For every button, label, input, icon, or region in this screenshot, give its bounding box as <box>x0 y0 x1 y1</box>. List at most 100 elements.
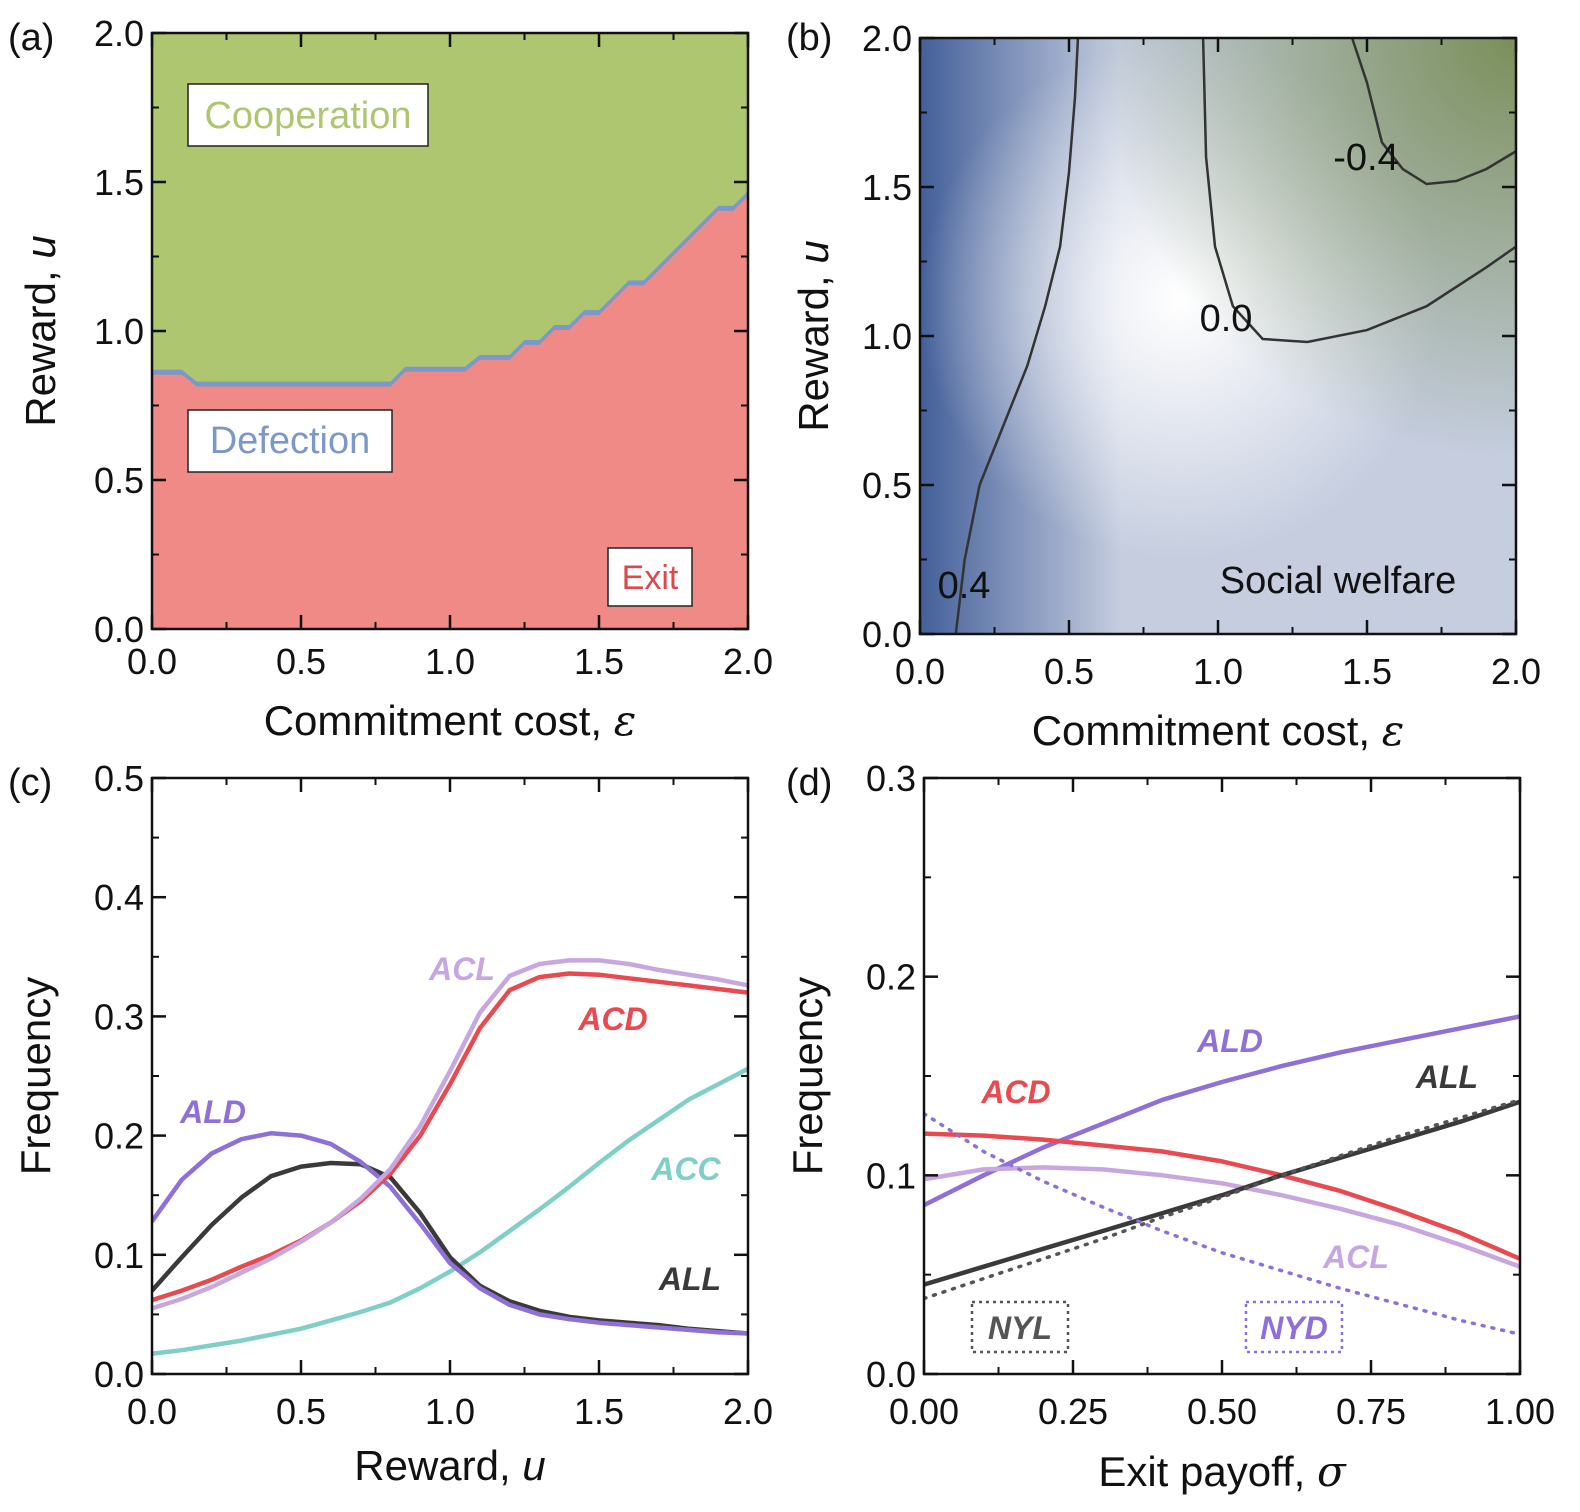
panel-b-y-tick-label: 0.0 <box>862 614 912 655</box>
defection-label-box <box>187 409 393 473</box>
panel-b-x-tick-label: 2.0 <box>1491 651 1541 692</box>
panel-b-ticks: 0.0 0.5 1.0 1.5 2.0 0.0 0.5 1.0 1.5 2.0 <box>862 18 1541 692</box>
panel-a-ticks: 0.0 0.5 1.0 1.5 2.0 0.0 0.5 1.0 1.5 2.0 <box>94 13 773 682</box>
panel-d-y-tick-label: 0.1 <box>866 1155 916 1196</box>
series-line-all <box>152 1160 748 1336</box>
cooperation-label: Cooperation <box>204 95 411 137</box>
series-label-nyl: NYL <box>988 1310 1052 1346</box>
panel-b-x-tick-label: 0.0 <box>895 651 945 692</box>
series-line-ald <box>924 1014 1520 1208</box>
panel-c-y-tick-label: 0.4 <box>94 877 144 918</box>
panel-b-y-tick-label: 1.0 <box>862 316 912 357</box>
panel-d-x-axis-title: Exit payoff, σ <box>1098 1447 1347 1496</box>
panel-a-letter: (a) <box>8 17 54 59</box>
series-line-acl <box>924 1165 1520 1269</box>
heatmap-title: Social welfare <box>1220 560 1457 602</box>
series-line-acl <box>152 958 748 1311</box>
panel-b-x-tick-label: 0.5 <box>1044 651 1094 692</box>
series-label-ald: ALD <box>1196 1023 1263 1059</box>
panel-a-x-tick-label: 1.0 <box>425 641 475 682</box>
panel-a-x-axis-title: Commitment cost, ε <box>264 696 637 745</box>
panel-d: (d) 0.00 0.25 0.50 0.75 1.00 0.0 0.1 0.2 0.3 ALD… <box>784 758 1555 1496</box>
panel-a-y-axis-title: Reward, u <box>17 235 64 426</box>
panel-a-frame <box>150 31 750 631</box>
panel-c-x-tick-label: 2.0 <box>723 1391 773 1432</box>
panel-b-y-axis-title: Reward, u <box>790 240 837 431</box>
panel-d-frame <box>922 776 1522 1376</box>
panel-c-y-tick-label: 0.0 <box>94 1354 144 1395</box>
panel-c-y-tick-label: 0.1 <box>94 1235 144 1276</box>
series-line-ald <box>152 1130 748 1336</box>
panel-c-x-tick-label: 1.5 <box>574 1391 624 1432</box>
panel-c-x-tick-label: 0.5 <box>276 1391 326 1432</box>
series-label-all: ALL <box>658 1261 721 1297</box>
panel-a-x-tick-label: 2.0 <box>723 641 773 682</box>
series-label-acd: ACD <box>980 1074 1050 1110</box>
panel-d-y-axis-title: Frequency <box>784 977 831 1175</box>
panel-b-x-tick-label: 1.0 <box>1193 651 1243 692</box>
panel-d-x-tick-label: 1.00 <box>1485 1391 1555 1432</box>
panel-d-x-tick-label: 0.25 <box>1038 1391 1108 1432</box>
contour-label-0.4: 0.4 <box>938 565 991 607</box>
series-label-acl: ACL <box>428 951 495 987</box>
contour-label-neg-0.4: -0.4 <box>1333 137 1398 179</box>
exit-label: Exit <box>622 559 679 597</box>
panel-b: (b) 0.0 0.5 1.0 1.5 2.0 0.0 0.5 1.0 1.5 2.0 0.4 0… <box>786 17 1541 755</box>
series-label-acd: ACD <box>577 1001 647 1037</box>
panel-c-y-axis-title: Frequency <box>12 977 59 1175</box>
panel-a-y-tick-label: 0.5 <box>94 460 144 501</box>
panel-b-y-tick-label: 0.5 <box>862 465 912 506</box>
panel-b-letter: (b) <box>786 17 832 59</box>
panel-c-x-tick-label: 0.0 <box>127 1391 177 1432</box>
panel-c-letter: (c) <box>8 762 52 804</box>
panel-d-y-tick-label: 0.2 <box>866 957 916 998</box>
panel-c-x-axis-title: Reward, u <box>354 1442 545 1489</box>
series-line-acd <box>152 971 748 1303</box>
panel-a-y-tick-label: 2.0 <box>94 13 144 54</box>
series-label-acc: ACC <box>650 1151 721 1187</box>
panel-b-frame <box>918 36 1518 636</box>
panel-a: (a) 0.0 0.5 1.0 1.5 2.0 0.0 0.5 1.0 1.5 2.0 Coope… <box>8 13 773 745</box>
panel-d-x-tick-label: 0.50 <box>1187 1391 1257 1432</box>
panel-d-y-tick-label: 0.0 <box>866 1354 916 1395</box>
region-exit <box>152 195 748 629</box>
panel-d-letter: (d) <box>786 762 832 804</box>
panel-c: (c) 0.0 0.5 1.0 1.5 2.0 0.0 0.1 0.2 0.3 0.4 0.5 AL… <box>8 758 773 1489</box>
contour-line-0.4 <box>954 38 1080 634</box>
panel-d-x-tick-label: 0.75 <box>1336 1391 1406 1432</box>
panel-c-ticks: 0.0 0.5 1.0 1.5 2.0 0.0 0.1 0.2 0.3 0.4 0.5 <box>94 758 773 1432</box>
series-line-nyd <box>924 1111 1520 1337</box>
panel-a-y-tick-label: 1.0 <box>94 311 144 352</box>
contour-line-0.0 <box>1201 38 1516 344</box>
panel-a-x-tick-label: 1.5 <box>574 641 624 682</box>
panel-c-y-tick-label: 0.3 <box>94 996 144 1037</box>
panel-b-y-tick-label: 2.0 <box>862 18 912 59</box>
exit-label-box <box>607 547 693 607</box>
panel-b-x-axis-title: Commitment cost, ε <box>1032 706 1405 755</box>
welfare-heatmap <box>920 38 1516 634</box>
series-label-ald: ALD <box>179 1094 246 1130</box>
series-line-acc <box>152 1066 748 1356</box>
panel-a-y-tick-label: 1.5 <box>94 162 144 203</box>
panel-c-x-tick-label: 1.0 <box>425 1391 475 1432</box>
panel-b-y-tick-label: 1.5 <box>862 167 912 208</box>
series-label-nyd: NYD <box>1260 1310 1328 1346</box>
series-label-all: ALL <box>1415 1059 1478 1095</box>
panel-d-x-tick-label: 0.00 <box>889 1391 959 1432</box>
legend-box-nyl <box>970 1300 1070 1354</box>
panel-c-y-tick-label: 0.5 <box>94 758 144 799</box>
panel-c-y-tick-label: 0.2 <box>94 1116 144 1157</box>
series-line-all <box>924 1099 1520 1287</box>
panel-d-ticks: 0.00 0.25 0.50 0.75 1.00 0.0 0.1 0.2 0.3 <box>866 758 1555 1432</box>
legend-box-nyd <box>1244 1300 1344 1354</box>
panel-a-x-tick-label: 0.5 <box>276 641 326 682</box>
panel-a-y-tick-label: 0.0 <box>94 609 144 650</box>
contour-line--0.4 <box>1350 38 1516 186</box>
panel-c-frame <box>150 776 750 1376</box>
panel-a-x-tick-label: 0.0 <box>127 641 177 682</box>
panel-b-x-tick-label: 1.5 <box>1342 651 1392 692</box>
panel-d-y-tick-label: 0.3 <box>866 758 916 799</box>
defection-label: Defection <box>210 420 371 462</box>
series-line-acd <box>924 1131 1520 1261</box>
